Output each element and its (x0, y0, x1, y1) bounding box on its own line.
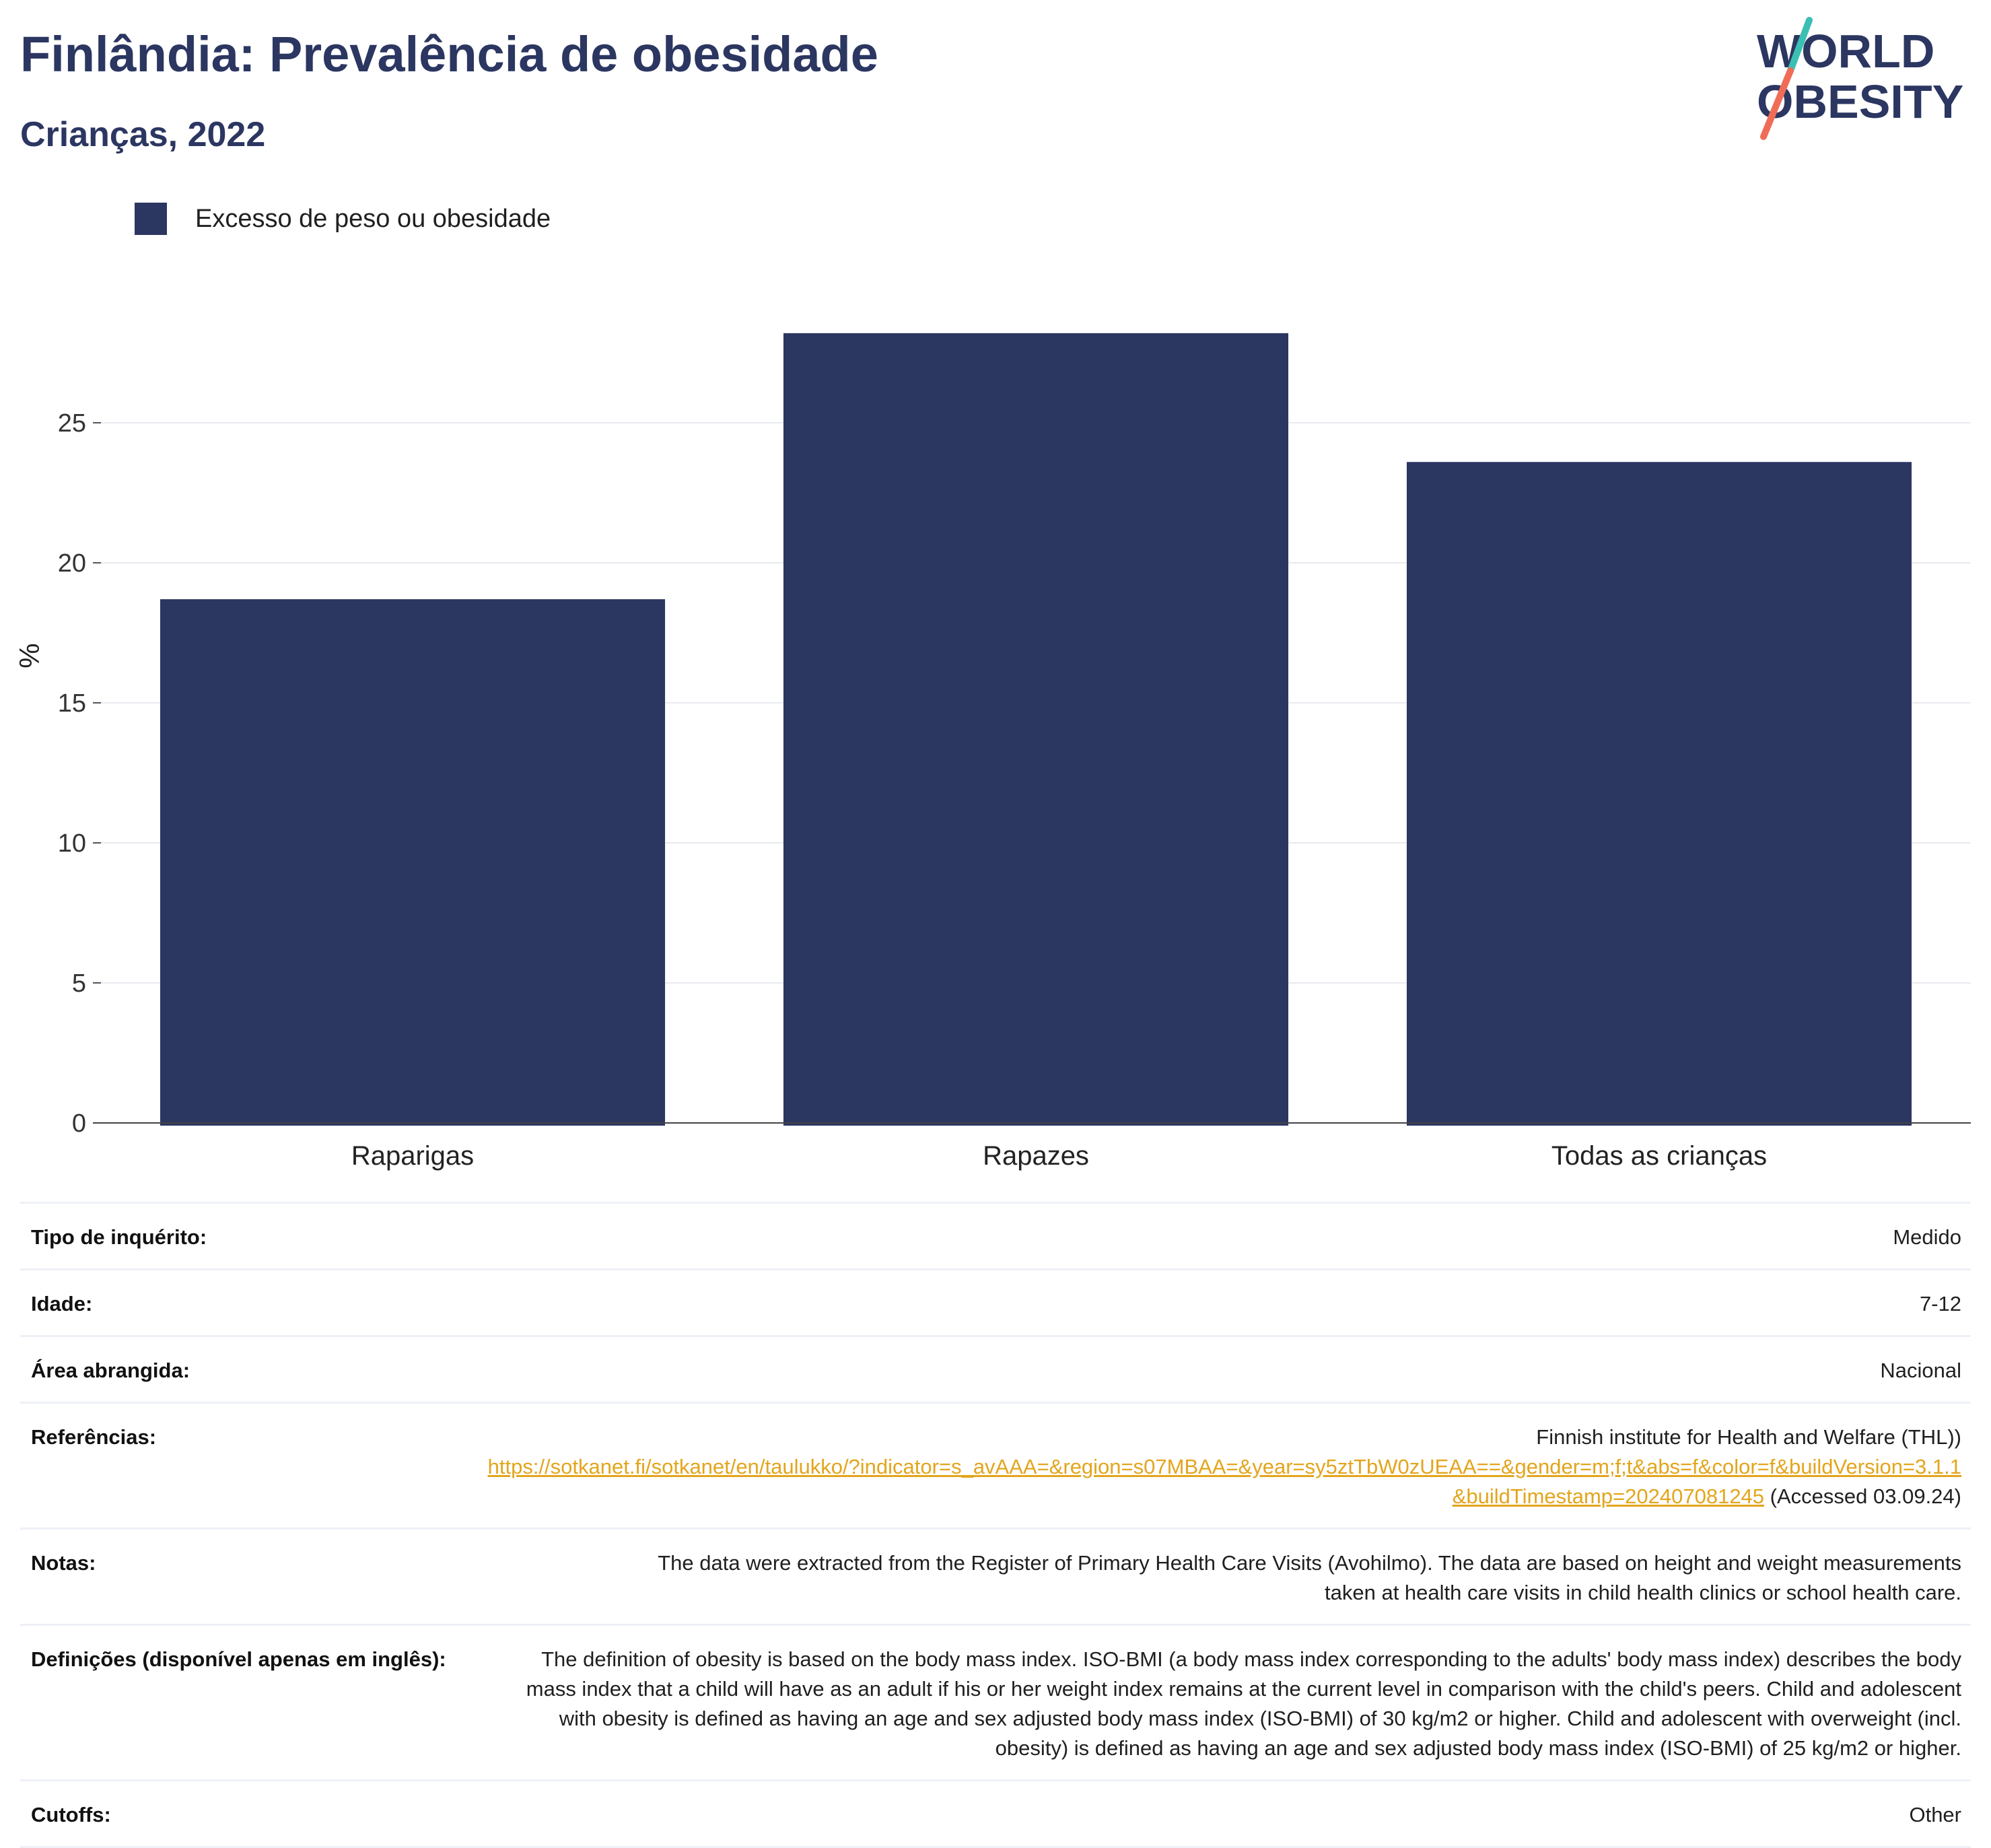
x-category-label: Todas as crianças (1551, 1141, 1767, 1171)
logo-text-world: WORLD (1757, 25, 1934, 77)
y-tick-label: 5 (72, 969, 86, 998)
info-label: Notas: (31, 1551, 96, 1575)
info-row-references: Referências: Finnish institute for Healt… (20, 1404, 1971, 1530)
info-value: Nacional (1880, 1359, 1961, 1382)
info-value: Medido (1893, 1225, 1961, 1249)
chart-legend[interactable]: Excesso de peso ou obesidade (135, 202, 551, 236)
chart-title: Finlândia: Prevalência de obesidade (20, 26, 878, 82)
info-label: Tipo de inquérito: (31, 1225, 207, 1249)
y-axis-title: % (13, 643, 45, 668)
bar[interactable] (160, 599, 666, 1126)
bar[interactable] (783, 333, 1289, 1126)
info-row-definitions: Definições (disponível apenas em inglês)… (20, 1626, 1971, 1781)
info-value: The data were extracted from the Registe… (658, 1551, 1961, 1604)
info-label: Cutoffs: (31, 1803, 111, 1826)
reference-link[interactable]: https://sotkanet.fi/sotkanet/en/taulukko… (487, 1455, 1961, 1508)
world-obesity-logo: WORLD OBESITY (1757, 17, 1963, 140)
logo-text-obesity: OBESITY (1757, 75, 1963, 128)
info-row-survey-type: Tipo de inquérito: Medido (20, 1204, 1971, 1270)
bar-chart: 0 5 10 15 20 25 Raparigas Rapazes Todas as cria… (13, 333, 1971, 1171)
info-value: The definition of obesity is based on th… (526, 1647, 1961, 1760)
logo-slash-coral (1760, 67, 1794, 140)
info-label: Área abrangida: (31, 1359, 190, 1382)
legend-swatch (135, 203, 167, 235)
chart-subtitle: Crianças, 2022 (20, 115, 266, 154)
reference-accessed: (Accessed 03.09.24) (1764, 1484, 1961, 1508)
y-tick-label: 10 (58, 829, 86, 858)
legend-label: Excesso de peso ou obesidade (195, 204, 551, 233)
x-category-label: Rapazes (983, 1141, 1089, 1171)
info-row-coverage: Área abrangida: Nacional (20, 1337, 1971, 1404)
reference-source: Finnish institute for Health and Welfare… (1536, 1425, 1961, 1449)
info-value: Other (1909, 1803, 1961, 1826)
info-row-notes: Notas: The data were extracted from the … (20, 1530, 1971, 1626)
y-tick-label: 15 (58, 689, 86, 718)
bars (160, 333, 1912, 1126)
info-value: Finnish institute for Health and Welfare… (481, 1423, 1961, 1511)
x-axis-categories: Raparigas Rapazes Todas as crianças (351, 1141, 1767, 1171)
y-axis-ticks: 0 5 10 15 20 25 (58, 409, 101, 1138)
info-row-cutoffs: Cutoffs: Other (20, 1781, 1971, 1848)
y-tick-label: 25 (58, 409, 86, 438)
x-category-label: Raparigas (351, 1141, 474, 1171)
logo-slash-teal (1787, 17, 1813, 74)
info-label: Idade: (31, 1292, 93, 1315)
bar[interactable] (1406, 462, 1912, 1126)
info-row-age: Idade: 7-12 (20, 1270, 1971, 1337)
y-tick-label: 20 (58, 549, 86, 578)
y-tick-label: 0 (72, 1109, 86, 1138)
info-table: Tipo de inquérito: Medido Idade: 7-12 Ár… (20, 1202, 1971, 1848)
info-value: 7-12 (1919, 1292, 1961, 1315)
info-label: Referências: (31, 1425, 157, 1449)
info-label: Definições (disponível apenas em inglês)… (31, 1647, 446, 1671)
